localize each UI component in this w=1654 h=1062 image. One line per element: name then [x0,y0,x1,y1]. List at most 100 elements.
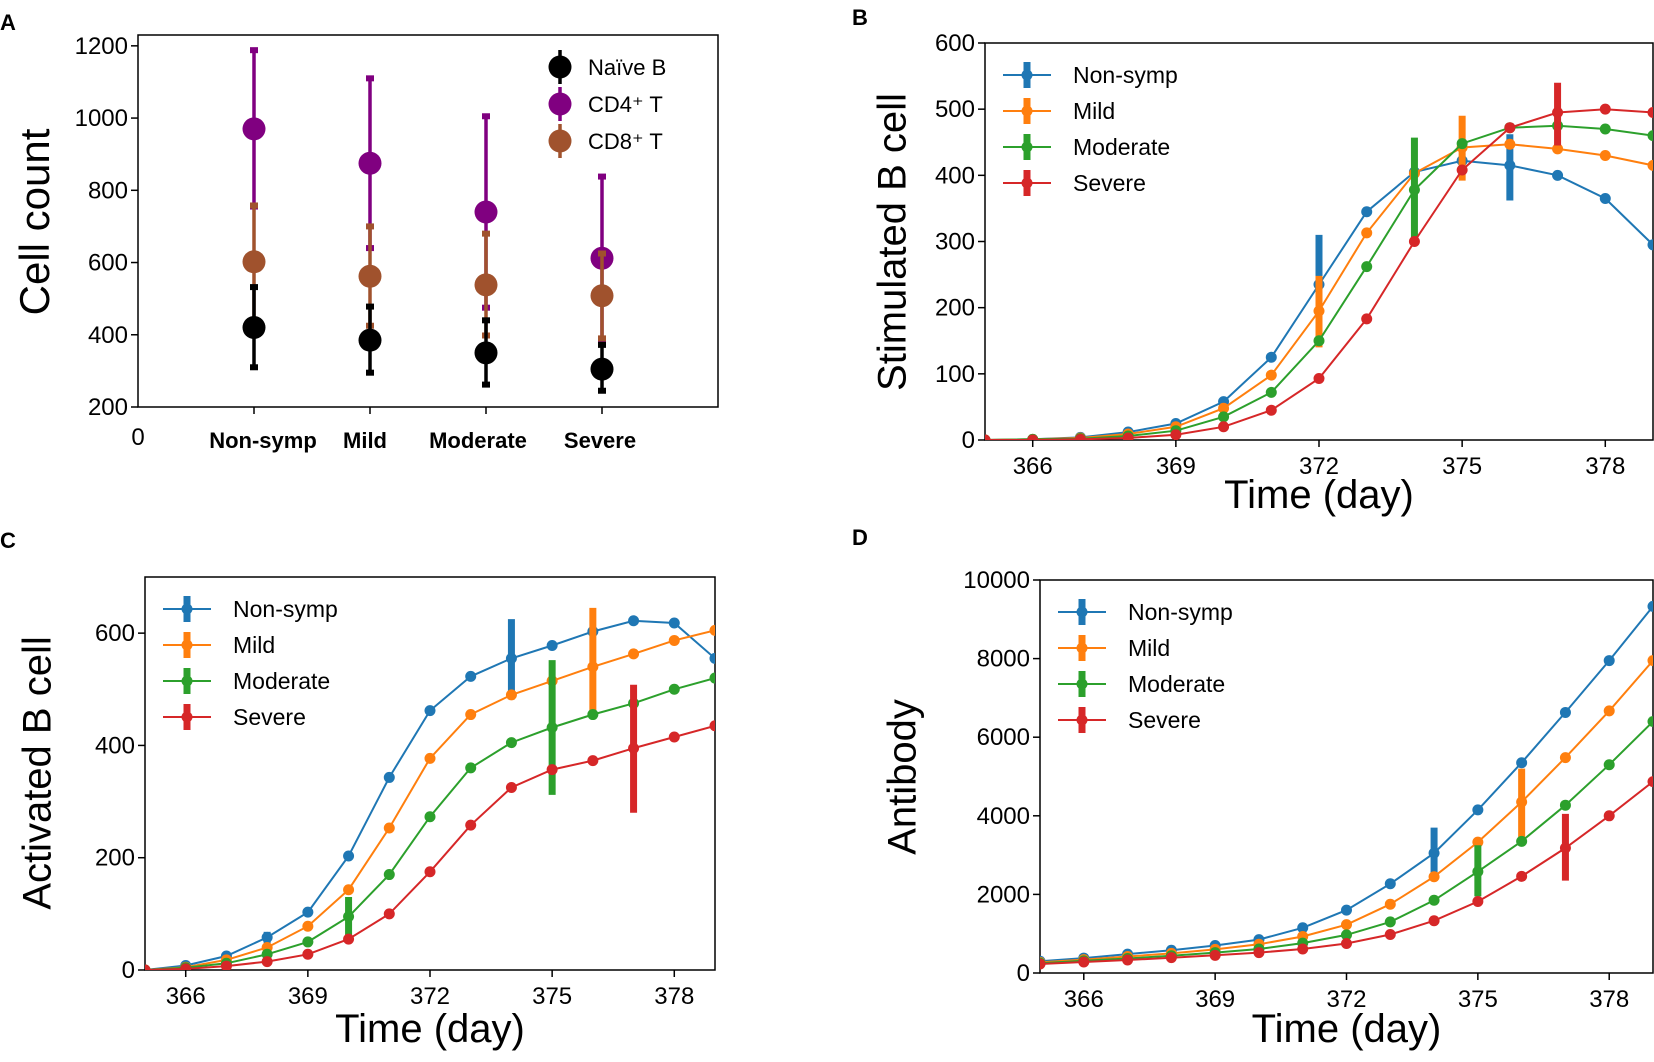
legend-marker-non-symp [181,603,193,615]
error-cap-na-ve-b [598,341,606,348]
legend-label-mild: Mild [233,632,275,658]
legend-label-non-symp: Non-symp [1128,599,1233,625]
legend-marker-moderate [1021,141,1033,153]
series-line-non-symp [145,619,715,970]
data-point-mild [709,624,715,636]
legend-label-moderate: Moderate [233,668,330,694]
data-point-mild [1472,836,1484,848]
data-point-mild [1647,159,1653,171]
y-tick-label-d: 2000 [977,881,1030,908]
legend-label-mild: Mild [1073,98,1115,124]
data-point-mild [1603,705,1615,717]
legend-marker-na-ve-b [548,55,572,79]
data-point-non-symp [1559,706,1571,718]
data-point-severe [1165,952,1177,964]
y-axis-label-a: Cell count [11,128,58,315]
legend-label-na-ve-b: Naïve B [588,55,666,80]
data-point-severe [1122,954,1134,966]
legend-label-non-symp: Non-symp [233,596,338,622]
error-cap-cd4-t [366,75,374,82]
x-axis-label-b: Time (day) [1224,473,1414,517]
x-tick-label-a: Non-symp [209,428,317,453]
data-point-cd4-t [474,200,498,224]
data-point-severe [1027,434,1039,440]
x-tick-label-d: 369 [1195,986,1235,1013]
data-point-severe [587,755,599,767]
legend-label-severe: Severe [1073,170,1146,196]
data-point-severe [1218,421,1230,433]
data-point-non-symp [709,652,715,664]
data-point-non-symp [628,615,640,627]
data-point-mild [1265,369,1277,381]
data-point-mild [424,752,436,764]
data-point-mild [1647,655,1653,667]
error-cap-na-ve-b [366,303,374,310]
data-point-moderate [1647,715,1653,727]
legend-label-cd4-t: CD4⁺ T [588,92,663,117]
data-point-severe [180,963,192,970]
x-tick-label-a: Mild [343,428,387,453]
plot-frame-c [144,576,716,971]
x-axis-label-c: Time (day) [335,1007,525,1051]
x-tick-label-c: 369 [288,983,328,1010]
data-point-moderate [1313,335,1325,347]
data-point-moderate [465,762,477,774]
data-point-moderate [1384,916,1396,928]
data-point-non-symp [1384,878,1396,890]
error-cap-na-ve-b [366,369,374,376]
data-point-severe [1341,938,1352,950]
data-point-severe [1647,776,1653,788]
panel-label-b: B [852,5,868,30]
panel-c: C 0 200 400 600 Activated B cell 366 369 372 375… [0,528,716,1051]
data-point-severe [546,764,558,776]
data-point-severe [1408,236,1420,247]
data-point-severe [1122,432,1134,440]
y-axis-label-d: Antibody [881,699,925,855]
y-axis-label-b: Stimulated B cell [871,93,915,391]
data-point-moderate [1265,386,1277,398]
data-point-non-symp [1599,192,1611,204]
data-point-na-ve-b [358,328,382,352]
x-axis-label-d: Time (day) [1252,1007,1442,1051]
data-point-moderate [709,672,715,684]
y-tick-label-c: 600 [95,620,135,647]
data-point-cd4-t [242,117,266,141]
legend-marker-mild [1021,105,1033,117]
data-point-mild [383,822,395,834]
data-point-moderate [1456,138,1468,150]
data-point-severe [1472,895,1484,907]
legend-label-cd8-t: CD8⁺ T [588,129,663,154]
data-point-severe [424,866,436,878]
data-point-severe [505,782,517,794]
data-point-mild [1559,752,1571,764]
y-tick-label-c: 200 [95,845,135,872]
x-tick-label-a: Severe [564,428,636,453]
y-tick-label-b: 0 [962,427,975,454]
legend-marker-cd4-t [548,92,572,116]
data-point-non-symp [383,771,395,783]
y-tick-label-b: 300 [935,229,975,256]
data-point-non-symp [1361,206,1373,218]
panel-label-d: D [852,525,868,550]
data-point-severe [1265,404,1277,416]
data-point-moderate [505,737,517,749]
error-cap-cd8-t [250,202,258,209]
error-cap-na-ve-b [482,381,490,388]
data-point-non-symp [546,639,558,651]
x-tick-label-d: 375 [1458,986,1498,1013]
data-point-moderate [1559,799,1571,811]
x-tick-label-c: 375 [532,983,572,1010]
y-tick-label-a: 1200 [75,33,128,60]
data-point-severe [1456,164,1468,176]
y-tick-label-a: 400 [88,322,128,349]
legend-marker-non-symp [1021,69,1033,81]
panel-a: A 200 400 600 800 1000 1200 Cell count 0 Non-sym… [0,10,719,453]
data-point-moderate [1361,261,1373,273]
error-cap-na-ve-b [250,364,258,371]
data-point-severe [145,964,151,970]
data-point-mild [1599,149,1611,161]
data-point-non-symp [1472,804,1484,816]
data-point-mild [1361,227,1373,239]
legend-marker-mild [1076,642,1088,654]
plot-frame-a [137,34,719,408]
